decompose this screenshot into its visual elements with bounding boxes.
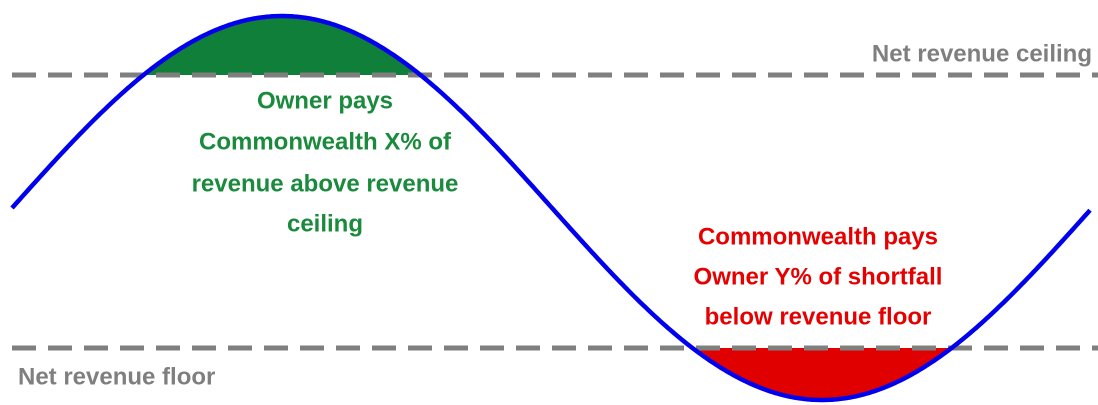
commonwealth-pays-line: Commonwealth pays [698, 223, 938, 250]
owner-pays-line: Commonwealth X% of [199, 128, 452, 155]
owner-pays-line: revenue above revenue [192, 170, 459, 197]
above-ceiling-area [12, 16, 558, 75]
commonwealth-pays-line: Owner Y% of shortfall [694, 263, 943, 290]
owner-pays-line: Owner pays [257, 87, 393, 114]
commonwealth-pays-line: below revenue floor [705, 303, 932, 330]
below-floor-area [562, 348, 1090, 400]
ceiling-label: Net revenue ceiling [872, 40, 1092, 67]
owner-pays-line: ceiling [287, 210, 363, 237]
floor-label: Net revenue floor [18, 363, 215, 390]
revenue-wave [10, 13, 1092, 403]
